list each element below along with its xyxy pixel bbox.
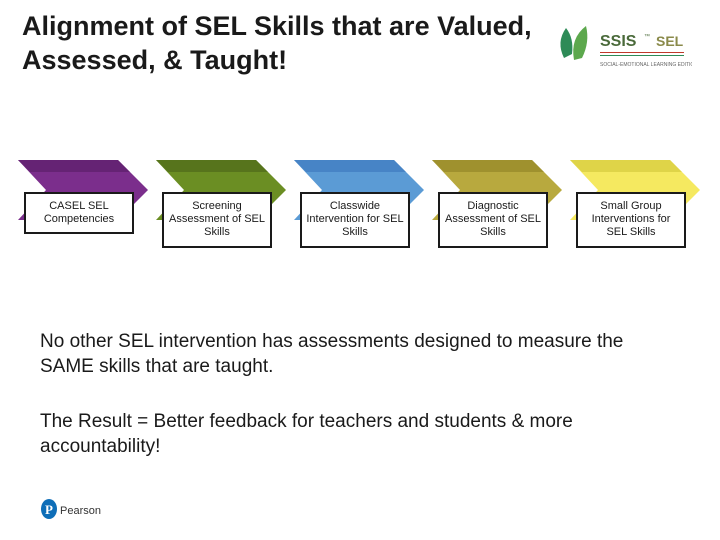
pearson-logo: P Pearson — [40, 498, 110, 520]
svg-text:Pearson: Pearson — [60, 505, 101, 517]
body-paragraph-1: No other SEL intervention has assessment… — [40, 330, 680, 379]
page-title: Alignment of SEL Skills that are Valued,… — [22, 10, 542, 78]
process-step-label: CASEL SEL Competencies — [24, 192, 134, 234]
body-paragraph-2: The Result = Better feedback for teacher… — [40, 410, 680, 459]
svg-text:SEL: SEL — [656, 33, 684, 49]
process-arrow-row: CASEL SEL Competencies Screening Assessm… — [18, 160, 702, 280]
ssis-sel-logo: SSIS ™ SEL SOCIAL-EMOTIONAL LEARNING EDI… — [552, 18, 692, 78]
svg-text:™: ™ — [644, 33, 650, 40]
process-step: Screening Assessment of SEL Skills — [156, 160, 288, 280]
process-step-label: Screening Assessment of SEL Skills — [162, 192, 272, 248]
svg-text:P: P — [45, 502, 53, 517]
svg-text:SSIS: SSIS — [600, 33, 637, 50]
process-step-label: Small Group Interventions for SEL Skills — [576, 192, 686, 248]
svg-text:SOCIAL-EMOTIONAL LEARNING EDIT: SOCIAL-EMOTIONAL LEARNING EDITION — [600, 62, 692, 68]
process-step: Classwide Intervention for SEL Skills — [294, 160, 426, 280]
process-step-label: Classwide Intervention for SEL Skills — [300, 192, 410, 248]
process-step: Diagnostic Assessment of SEL Skills — [432, 160, 564, 280]
process-step: Small Group Interventions for SEL Skills — [570, 160, 702, 280]
process-step: CASEL SEL Competencies — [18, 160, 150, 280]
process-step-label: Diagnostic Assessment of SEL Skills — [438, 192, 548, 248]
